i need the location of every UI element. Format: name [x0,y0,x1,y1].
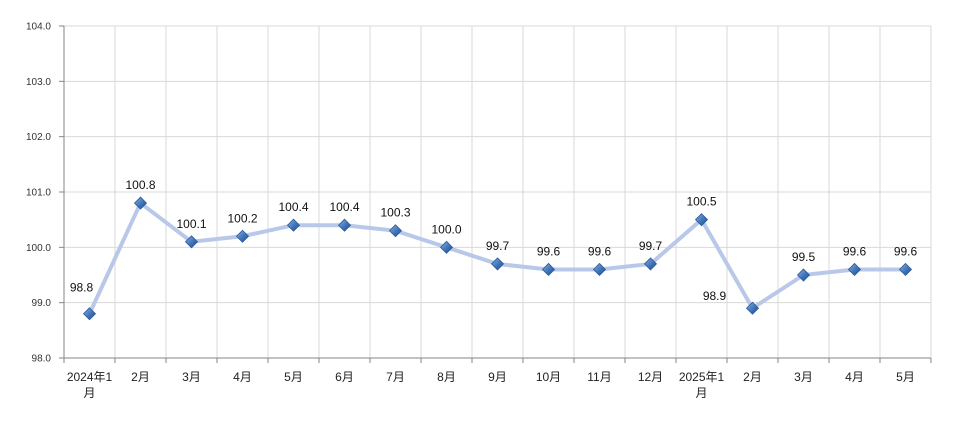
y-tick-label: 103.0 [26,77,51,88]
data-label: 100.4 [329,200,359,214]
data-label: 99.5 [792,250,816,264]
data-point-marker [643,257,658,271]
data-point-marker [592,262,607,277]
x-tick-label: 2024年1 月 [67,370,113,400]
data-label: 100.3 [380,206,410,220]
x-tick-label: 5月 [896,370,915,384]
data-label: 99.6 [843,244,867,258]
data-point-marker [388,224,403,238]
x-tick-label: 4月 [845,370,864,384]
data-point-marker [235,229,250,243]
data-label: 99.6 [537,244,561,258]
x-tick-label: 11月 [587,370,611,384]
data-label: 99.6 [588,244,612,258]
y-tick-label: 101.0 [26,188,51,199]
data-label: 100.4 [278,200,308,214]
data-point-marker [133,196,148,210]
y-tick-label: 102.0 [26,132,51,143]
data-label: 99.7 [639,239,663,253]
data-label: 100.2 [227,211,257,225]
x-tick-label: 9月 [488,370,507,384]
gridlines [64,25,932,358]
data-label: 99.6 [894,244,918,258]
data-labels: 98.8 100.8 100.1 100.2 100.4 100.4 100.3 100.0 9… [70,178,918,303]
x-tick-label: 2月 [131,370,150,384]
data-point-marker [184,235,199,249]
data-label: 99.7 [486,239,510,253]
x-tick-label: 2025年1 月 [679,370,725,400]
data-point-marker [286,218,301,232]
x-tick-label: 6月 [335,370,354,384]
x-tick-label: 7月 [386,370,405,384]
data-label: 100.1 [176,217,206,231]
data-point-marker [82,307,97,321]
data-point-marker [490,257,505,271]
data-point-marker [694,213,709,227]
y-tick-label: 100.0 [26,243,51,254]
x-tick-label: 10月 [536,370,561,384]
data-point-marker [439,240,454,254]
data-label: 100.8 [125,178,155,192]
data-label: 98.9 [703,289,727,303]
x-tick-label: 4月 [233,370,252,384]
data-point-marker [337,218,352,232]
x-tick-label: 2月 [743,370,762,384]
data-label: 98.8 [70,281,94,295]
x-tick-label: 12月 [638,370,663,384]
data-point-marker [898,262,913,277]
y-tick-label: 104.0 [26,22,51,33]
y-tick-label: 98.0 [32,354,52,365]
x-tick-label: 3月 [794,370,813,384]
data-point-marker [796,268,811,282]
x-tick-label: 3月 [182,370,201,384]
x-tick-label: 8月 [437,370,456,384]
y-tick-label: 99.0 [32,298,52,309]
data-markers [82,196,913,321]
data-point-marker [745,301,760,315]
data-label: 100.5 [686,195,716,209]
axes: 98.0 99.0 100.0 101.0 102.0 103.0 104.0 2024年1 月… [26,22,932,400]
data-point-marker [847,262,862,277]
data-label: 100.0 [431,222,461,236]
data-point-marker [541,262,556,277]
x-tick-label: 5月 [284,370,303,384]
